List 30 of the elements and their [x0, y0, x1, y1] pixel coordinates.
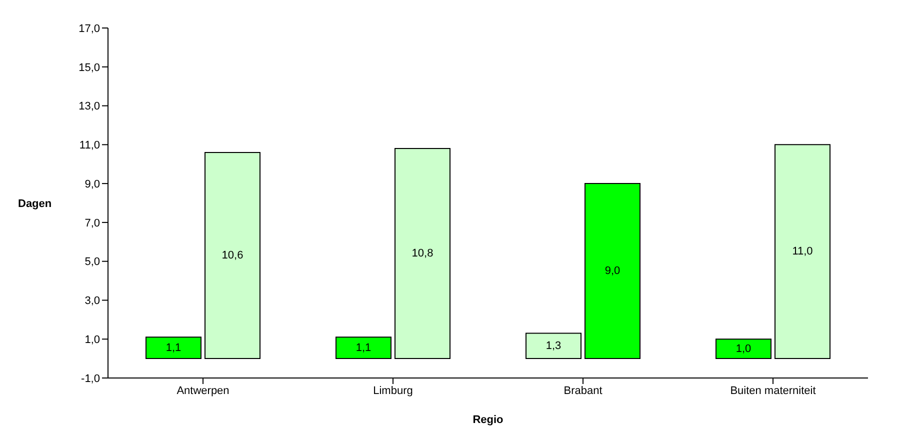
- y-tick-label: 5,0: [84, 256, 100, 268]
- x-tick-label: Brabant: [564, 384, 602, 397]
- y-tick-label: 13,0: [78, 100, 100, 113]
- y-tick-label: -1,0: [81, 372, 100, 385]
- data-label: 1,1: [356, 342, 372, 354]
- bar: [204, 152, 260, 360]
- y-tick-label: 15,0: [78, 62, 100, 74]
- data-label: 10,6: [222, 250, 244, 262]
- y-tick-label: 3,0: [84, 295, 100, 308]
- data-label: 9,0: [604, 265, 620, 278]
- y-axis-title: Dagen: [18, 198, 52, 210]
- y-tick-label: 17,0: [78, 22, 100, 35]
- data-label: 1,1: [166, 342, 182, 354]
- x-axis-title: Regio: [472, 414, 504, 426]
- data-label: 10,8: [412, 248, 434, 260]
- bar: [336, 336, 392, 360]
- x-tick-label: Buiten materniteit: [730, 384, 816, 397]
- data-label: 11,0: [792, 246, 813, 258]
- y-tick-label: 7,0: [84, 217, 100, 230]
- data-label: 1,0: [736, 342, 752, 355]
- x-tick-label: Limburg: [373, 384, 413, 397]
- y-tick-label: 11,0: [79, 140, 100, 152]
- bar: [716, 338, 772, 360]
- bar: [774, 144, 830, 360]
- bar: [394, 148, 450, 360]
- data-label: 1,3: [546, 340, 562, 352]
- y-tick-label: 1,0: [84, 334, 100, 346]
- x-tick-label: Antwerpen: [176, 384, 230, 397]
- y-tick-label: 9,0: [84, 178, 100, 190]
- bar: [146, 336, 202, 360]
